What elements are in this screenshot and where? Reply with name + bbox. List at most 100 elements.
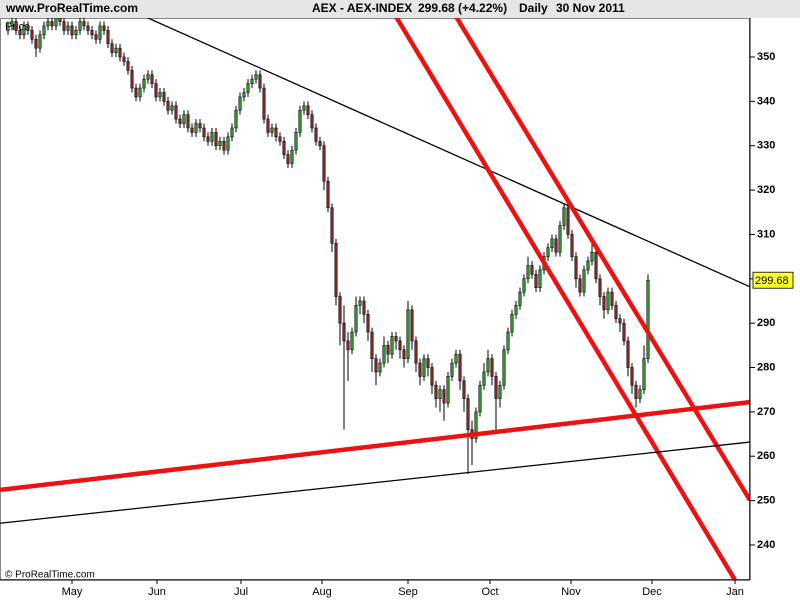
candle-body	[434, 384, 438, 399]
candle-body	[42, 25, 46, 36]
x-tick-label: Jan	[726, 586, 744, 598]
candle-body	[182, 114, 186, 124]
candle-body	[82, 21, 86, 27]
candle-body	[570, 234, 574, 257]
candle-body	[446, 376, 450, 404]
candle-body	[90, 30, 94, 36]
candle-body	[210, 132, 214, 142]
x-tick-label: Sep	[398, 586, 418, 598]
candle-body	[606, 291, 610, 311]
candle-body	[554, 238, 558, 253]
candle-body	[506, 331, 510, 351]
candle-body	[334, 243, 338, 297]
candle-body	[350, 331, 354, 351]
y-tick-label: 350	[757, 51, 775, 63]
candle-body	[298, 109, 302, 133]
copyright: © ProRealTime.com	[5, 570, 95, 581]
x-tick-label: Jun	[148, 586, 166, 598]
y-tick-label: 270	[757, 406, 775, 418]
candle-body	[394, 336, 398, 342]
candle-body	[286, 154, 290, 164]
candle-body	[118, 47, 122, 58]
candle-body	[330, 207, 334, 244]
candle-body	[50, 21, 54, 27]
candle-body	[546, 247, 550, 257]
candle-body	[18, 30, 22, 36]
last-price-label: 299.68	[755, 275, 789, 287]
candle-body	[490, 358, 494, 377]
candle-body	[430, 367, 434, 386]
trendline	[454, 18, 750, 502]
candle-body	[494, 376, 498, 399]
candle-body	[134, 87, 138, 98]
candle-body	[510, 313, 514, 333]
candle-body	[174, 105, 178, 120]
candle-body	[566, 207, 570, 235]
candle-body	[562, 207, 566, 226]
date: 30 Nov 2011	[556, 1, 625, 15]
y-tick-label: 240	[757, 539, 775, 551]
site-name: www.ProRealTime.com	[5, 1, 138, 15]
candle-body	[170, 105, 174, 111]
candle-body	[158, 92, 162, 98]
candle-body	[414, 340, 418, 364]
candle-body	[594, 251, 598, 280]
candle-body	[442, 389, 446, 404]
candle-body	[530, 265, 534, 275]
y-tick-label: 250	[757, 495, 775, 507]
candle-body	[402, 349, 406, 359]
candle-body	[22, 25, 26, 36]
candle-body	[242, 92, 246, 98]
candle-body	[58, 18, 62, 22]
candle-body	[234, 109, 238, 129]
candle-body	[646, 279, 650, 359]
candle-body	[438, 389, 442, 399]
candle-body	[598, 278, 602, 297]
candle-body	[410, 309, 414, 342]
candle-body	[314, 127, 318, 142]
candle-body	[178, 118, 182, 124]
x-tick-label: May	[62, 586, 83, 598]
candle-body	[318, 140, 322, 147]
candle-body	[342, 322, 346, 342]
header-bar	[0, 0, 800, 18]
candle-body	[590, 251, 594, 262]
candle-body	[550, 238, 554, 249]
candle-body	[74, 30, 78, 36]
y-tick-label: 330	[757, 140, 775, 152]
candle-body	[422, 358, 426, 377]
candle-body	[114, 47, 118, 53]
candle-body	[326, 180, 330, 209]
candle-body	[526, 265, 530, 280]
candle-body	[146, 74, 150, 80]
candle-body	[150, 74, 154, 84]
trendline	[0, 441, 750, 524]
candle-body	[206, 136, 210, 142]
candle-body	[214, 132, 218, 147]
candle-body	[218, 140, 222, 147]
x-tick-label: Nov	[561, 586, 581, 598]
candle-body	[486, 358, 490, 373]
candle-body	[610, 291, 614, 306]
y-tick-label: 280	[757, 361, 775, 373]
candle-body	[78, 21, 82, 31]
y-tick-label: 260	[757, 450, 775, 462]
candle-body	[258, 74, 262, 89]
candle-body	[322, 145, 326, 182]
candle-body	[250, 78, 254, 84]
candle-body	[94, 34, 98, 40]
candle-body	[634, 384, 638, 399]
candle-body	[538, 269, 542, 288]
candle-body	[558, 225, 562, 253]
candle-body	[642, 358, 646, 390]
candle-body	[382, 345, 386, 364]
candle-body	[614, 305, 618, 320]
candle-body	[638, 389, 642, 399]
candle-body	[162, 92, 166, 102]
candle-body	[358, 300, 362, 306]
candle-body	[106, 30, 110, 44]
candle-body	[38, 34, 42, 49]
candle-body	[378, 362, 382, 373]
